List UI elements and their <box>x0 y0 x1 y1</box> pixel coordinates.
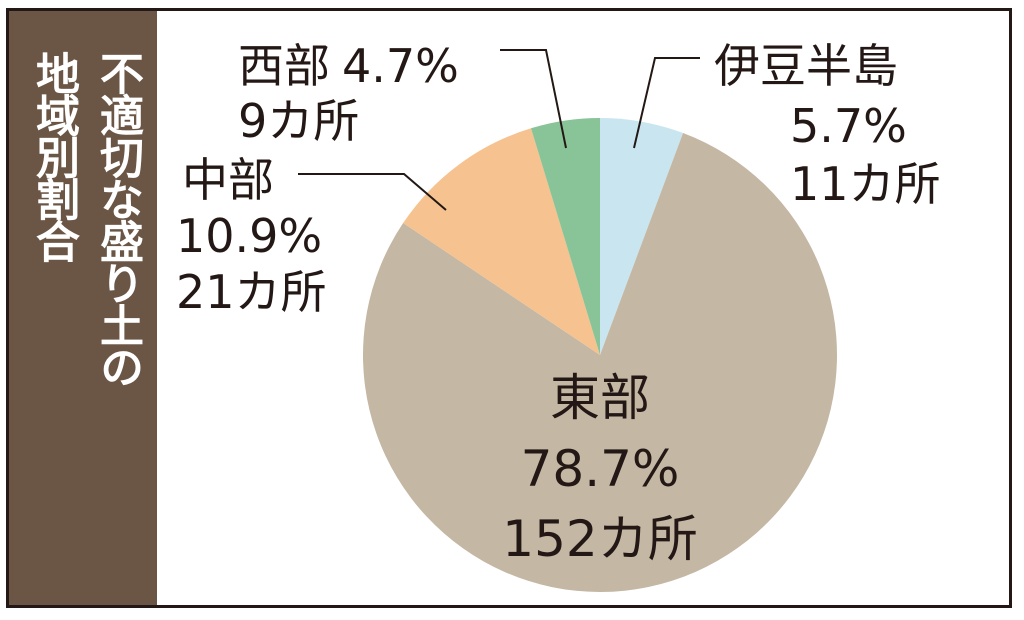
label-central-name: 中部 <box>182 153 274 207</box>
label-west: 西部 4.7% 9カ所 <box>238 39 459 148</box>
label-central: 中部 10.9% 21カ所 <box>176 153 327 319</box>
label-izu-count: 11カ所 <box>790 157 941 211</box>
leader-izu <box>633 57 700 149</box>
slice-west <box>531 118 600 355</box>
label-izu-name: 伊豆半島 <box>714 39 898 93</box>
label-east-name: 東部 <box>550 369 650 427</box>
chart-title-line-2: 地域別割合 <box>28 51 79 261</box>
label-east-percent: 78.7% <box>521 440 680 498</box>
label-east-count: 152カ所 <box>502 510 697 568</box>
label-east: 東部 78.7% 152カ所 <box>502 369 697 568</box>
label-west-name: 西部 <box>238 39 330 93</box>
label-west-percent: 4.7% <box>342 39 459 93</box>
label-central-percent: 10.9% <box>176 209 322 263</box>
label-izu-percent: 5.7% <box>790 99 907 153</box>
pie-slices <box>363 118 838 593</box>
chart-title-line-1: 不適切な盛り土の <box>92 51 143 387</box>
slice-east <box>363 133 838 593</box>
leader-lines <box>298 49 700 211</box>
leader-west <box>500 49 567 149</box>
label-central-count: 21カ所 <box>176 265 327 319</box>
label-west-count: 9カ所 <box>238 94 359 148</box>
label-izu: 伊豆半島 5.7% 11カ所 <box>714 39 941 211</box>
leader-central <box>298 173 447 211</box>
title-sidebar: 不適切な盛り土の 地域別割合 <box>9 11 157 605</box>
slice-izu <box>600 118 684 355</box>
slice-central <box>403 128 600 355</box>
